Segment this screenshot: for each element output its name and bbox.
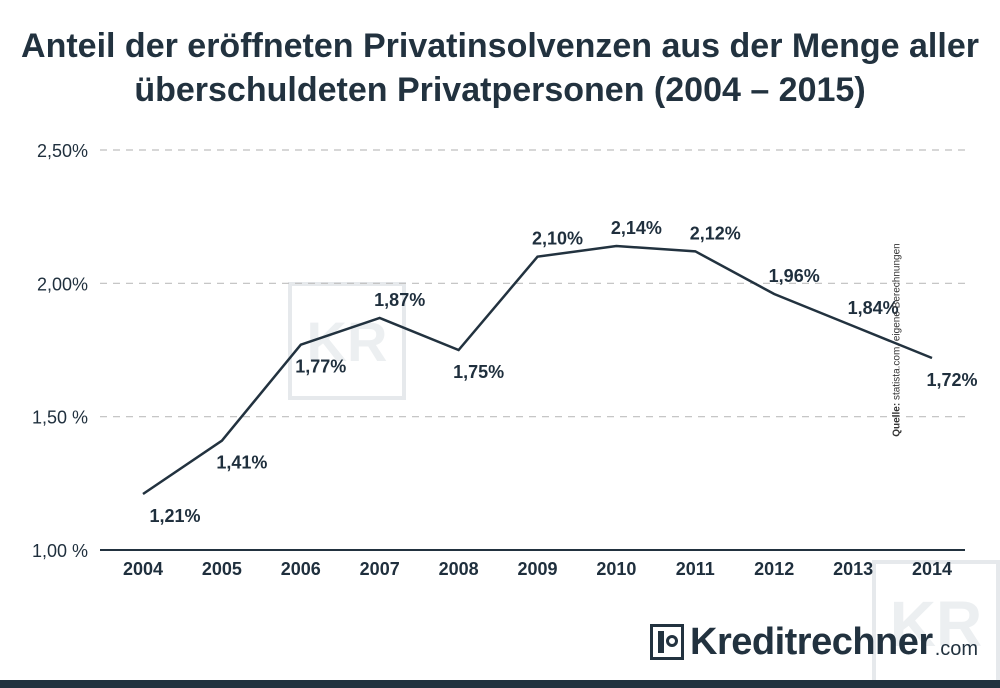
data-label: 1,41% <box>216 453 267 473</box>
x-tick-label: 2007 <box>360 559 400 579</box>
x-tick-label: 2011 <box>676 559 715 579</box>
data-label: 1,72% <box>926 370 977 390</box>
source-text: statista.com, eigene Berechnungen <box>891 243 903 403</box>
x-tick-label: 2006 <box>281 559 321 579</box>
source-note: Quelle: statista.com, eigene Berechnunge… <box>891 243 902 436</box>
x-tick-label: 2013 <box>833 559 873 579</box>
x-tick-label: 2009 <box>517 559 557 579</box>
chart-title: Anteil der eröffneten Privatinsolvenzen … <box>0 24 1000 112</box>
data-label: 2,14% <box>611 218 662 238</box>
data-label: 1,96% <box>769 266 820 286</box>
data-label: 2,12% <box>690 223 741 243</box>
footer-bar <box>0 680 1000 688</box>
data-label: 1,77% <box>295 357 346 377</box>
x-tick-label: 2004 <box>123 559 163 579</box>
y-tick-label: 1,50 % <box>32 408 88 428</box>
y-tick-label: 1,00 % <box>32 541 88 561</box>
chart-title-line-2: überschuldeten Privatpersonen (2004 – 20… <box>134 71 866 109</box>
x-tick-label: 2014 <box>912 559 952 579</box>
chart-title-line-1: Anteil der eröffneten Privatinsolvenzen … <box>21 27 979 65</box>
y-tick-label: 2,00% <box>37 274 88 294</box>
brand-logo[interactable]: Kreditrechner .com <box>650 620 978 664</box>
data-label: 1,87% <box>374 290 425 310</box>
x-tick-label: 2010 <box>596 559 636 579</box>
data-label: 1,21% <box>149 506 200 526</box>
data-label: 1,84% <box>848 298 899 318</box>
x-tick-label: 2008 <box>439 559 479 579</box>
logo-name: Kreditrechner <box>690 620 933 663</box>
logo-mark-icon <box>650 624 684 660</box>
x-tick-label: 2012 <box>754 559 794 579</box>
source-label: Quelle: <box>891 402 903 437</box>
data-label: 1,75% <box>453 362 504 382</box>
y-tick-label: 2,50% <box>37 141 88 161</box>
data-label: 2,10% <box>532 229 583 249</box>
watermark-logo-center: KR <box>288 282 406 400</box>
x-tick-label: 2005 <box>202 559 242 579</box>
logo-suffix: .com <box>934 637 979 660</box>
